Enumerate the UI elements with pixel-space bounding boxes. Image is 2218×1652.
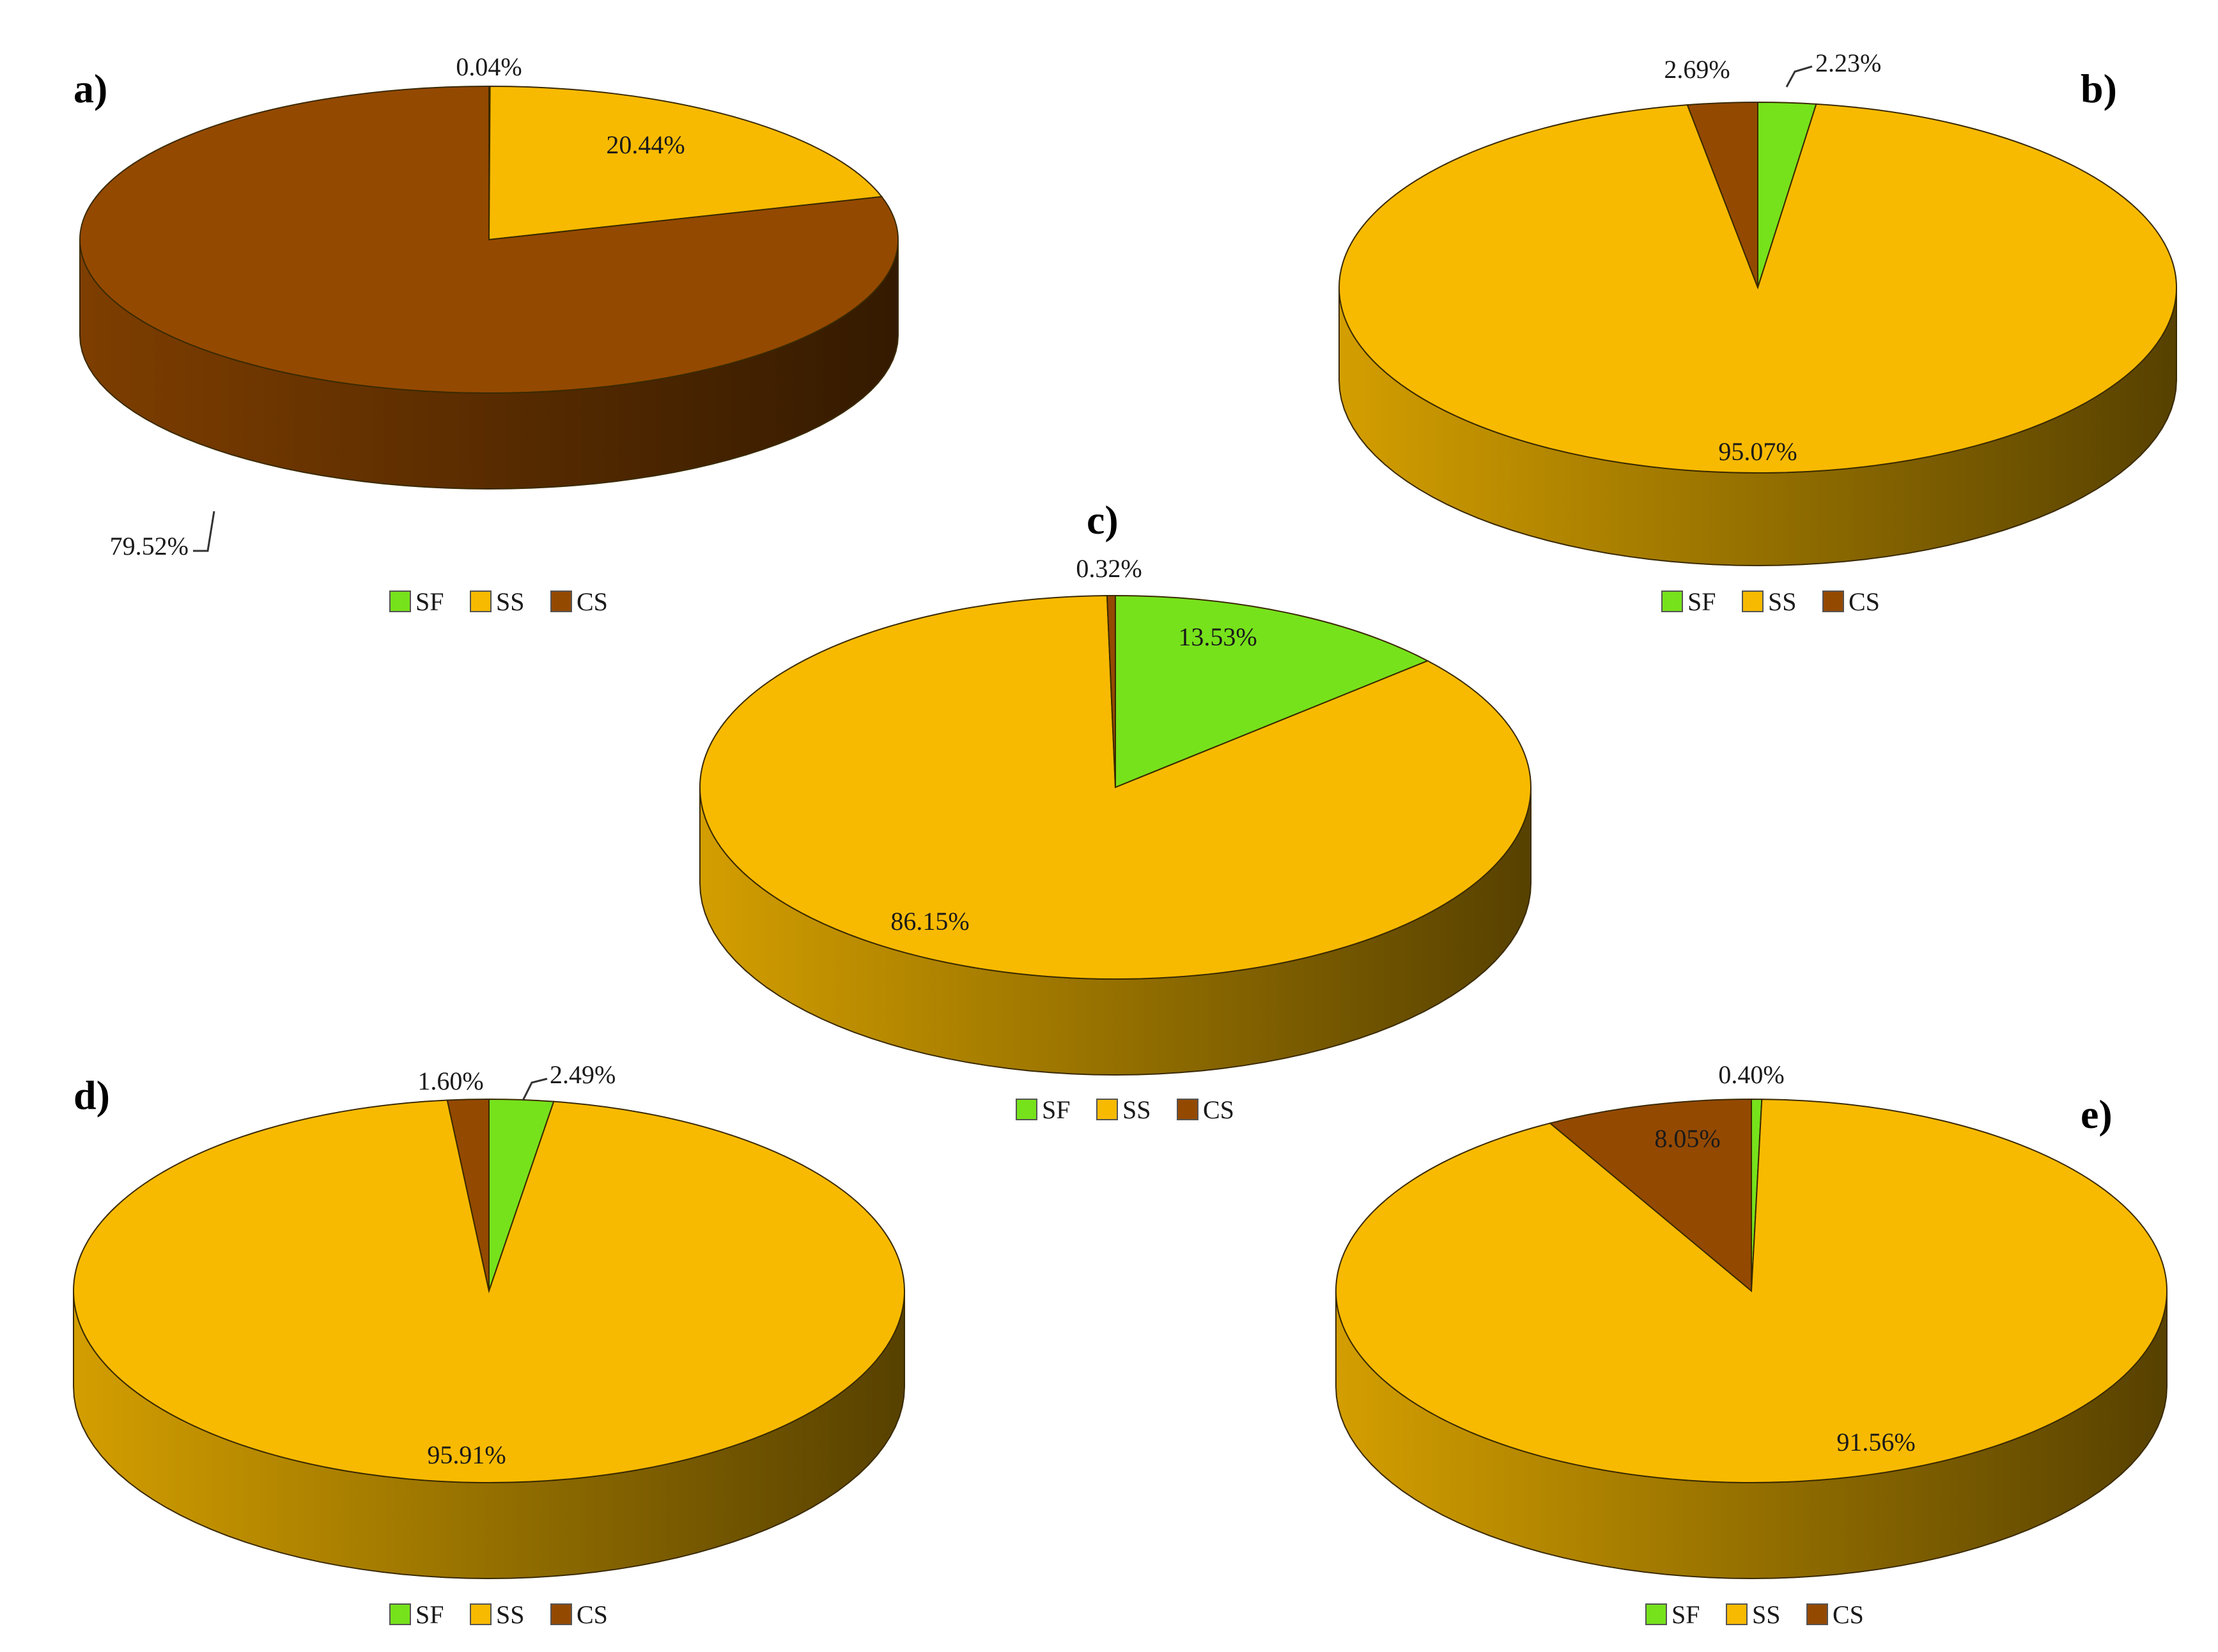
data-label-CS: 2.69% — [1664, 55, 1730, 84]
data-label-CS: 79.52% — [110, 532, 189, 560]
legend-swatch-SF — [390, 1604, 410, 1625]
legend-swatch-SF — [1646, 1604, 1666, 1625]
legend-label-CS: CS — [1203, 1095, 1234, 1124]
panel-letter: b) — [2081, 66, 2117, 111]
legend: SF SS CS — [1662, 587, 1880, 616]
data-label-SS: 95.07% — [1718, 437, 1797, 466]
legend-swatch-SS — [1097, 1099, 1117, 1120]
legend: SF SS CS — [390, 1600, 608, 1629]
data-label-SS: 86.15% — [890, 907, 969, 936]
legend-swatch-SF — [390, 591, 410, 612]
label-leader-line — [1787, 66, 1812, 87]
pie-panel-2: 13.53% 86.15% 0.32% c) SF SS CS — [700, 497, 1531, 1124]
pie-panel-1: 2.23% 95.07% 2.69% b) SF SS CS — [1339, 49, 2176, 616]
panel-letter: a) — [74, 66, 107, 111]
data-label-CS: 8.05% — [1654, 1124, 1720, 1153]
legend-label-SF: SF — [415, 1600, 444, 1629]
legend-label-CS: CS — [1849, 587, 1880, 616]
legend-label-SS: SS — [496, 587, 525, 616]
legend-swatch-SS — [470, 591, 491, 612]
data-label-SS: 95.91% — [427, 1440, 506, 1469]
panel-letter: d) — [74, 1072, 110, 1118]
data-label-SF: 2.23% — [1815, 49, 1881, 77]
legend-label-SS: SS — [1122, 1095, 1151, 1124]
legend-label-SF: SF — [1042, 1095, 1071, 1124]
legend: SF SS CS — [390, 587, 608, 616]
legend-label-SS: SS — [1752, 1600, 1781, 1629]
legend-label-CS: CS — [577, 1600, 608, 1629]
legend-swatch-CS — [1823, 591, 1843, 612]
data-label-CS: 0.32% — [1076, 554, 1142, 583]
legend-swatch-SS — [1726, 1604, 1747, 1625]
legend-label-SS: SS — [496, 1600, 525, 1629]
data-label-SF: 2.49% — [550, 1060, 616, 1089]
panel-letter: c) — [1087, 497, 1119, 543]
data-label-CS: 1.60% — [417, 1067, 483, 1095]
legend-swatch-SF — [1662, 591, 1682, 612]
data-label-SF: 0.40% — [1718, 1060, 1784, 1089]
legend-label-CS: CS — [577, 587, 608, 616]
legend-label-SF: SF — [1671, 1600, 1700, 1629]
panel-letter: e) — [2081, 1092, 2113, 1137]
data-label-SF: 0.04% — [456, 52, 522, 81]
pie-panel-3: 2.49% 95.91% 1.60% d) SF SS CS — [74, 1060, 904, 1629]
label-leader-line — [523, 1079, 547, 1100]
legend-swatch-CS — [551, 591, 571, 612]
pie-panel-4: 0.40% 91.56% 8.05% e) SF SS CS — [1336, 1060, 2167, 1629]
legend-label-CS: CS — [1833, 1600, 1864, 1629]
label-leader-line — [193, 511, 214, 551]
data-label-SF: 13.53% — [1178, 622, 1257, 651]
legend: SF SS CS — [1016, 1095, 1234, 1124]
legend: SF SS CS — [1646, 1600, 1864, 1629]
legend-swatch-SS — [1742, 591, 1763, 612]
legend-label-SF: SF — [415, 587, 444, 616]
data-label-SS: 91.56% — [1836, 1428, 1915, 1456]
legend-swatch-CS — [1177, 1099, 1198, 1120]
legend-swatch-SS — [470, 1604, 491, 1625]
data-label-SS: 20.44% — [606, 130, 685, 159]
legend-swatch-SF — [1016, 1099, 1037, 1120]
legend-label-SS: SS — [1768, 587, 1797, 616]
legend-swatch-CS — [1807, 1604, 1827, 1625]
legend-swatch-CS — [551, 1604, 571, 1625]
legend-label-SF: SF — [1687, 587, 1716, 616]
pie-panel-0: 0.04% 20.44% 79.52% a) SF SS CS — [74, 52, 898, 616]
